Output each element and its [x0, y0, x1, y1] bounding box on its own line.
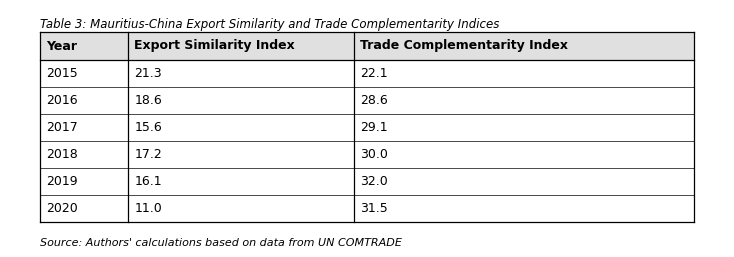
Bar [354, 195, 694, 222]
Text: 2015: 2015 [46, 67, 78, 80]
Bar [40, 60, 128, 87]
Bar [40, 141, 128, 168]
Text: 28.6: 28.6 [360, 94, 388, 107]
Bar [40, 195, 128, 222]
Text: 2018: 2018 [46, 148, 78, 161]
Text: 2017: 2017 [46, 121, 78, 134]
Text: 31.5: 31.5 [360, 202, 388, 215]
Bar [354, 141, 694, 168]
Text: 2016: 2016 [46, 94, 78, 107]
Text: 17.2: 17.2 [134, 148, 162, 161]
Text: Export Similarity Index: Export Similarity Index [134, 40, 295, 52]
Text: Table 3: Mauritius-China Export Similarity and Trade Complementarity Indices: Table 3: Mauritius-China Export Similari… [40, 18, 499, 31]
Bar [354, 60, 694, 87]
Text: 11.0: 11.0 [134, 202, 162, 215]
Text: 16.1: 16.1 [134, 175, 162, 188]
Bar [354, 114, 694, 141]
Bar [128, 141, 354, 168]
Text: Source: Authors' calculations based on data from UN COMTRADE: Source: Authors' calculations based on d… [40, 238, 402, 248]
Bar [128, 60, 354, 87]
Bar [128, 114, 354, 141]
Bar [40, 168, 128, 195]
Text: 21.3: 21.3 [134, 67, 162, 80]
Text: Trade Complementarity Index: Trade Complementarity Index [360, 40, 568, 52]
Text: 2020: 2020 [46, 202, 78, 215]
Bar [354, 87, 694, 114]
Bar [40, 32, 128, 60]
Bar [128, 195, 354, 222]
Text: 2019: 2019 [46, 175, 78, 188]
Bar [128, 87, 354, 114]
Text: 15.6: 15.6 [134, 121, 162, 134]
Text: 22.1: 22.1 [360, 67, 388, 80]
Text: 18.6: 18.6 [134, 94, 162, 107]
Text: Year: Year [46, 40, 77, 52]
Bar [40, 87, 128, 114]
Bar [128, 32, 354, 60]
Text: 32.0: 32.0 [360, 175, 388, 188]
Text: 29.1: 29.1 [360, 121, 388, 134]
Bar [354, 168, 694, 195]
Bar [354, 32, 694, 60]
Text: 30.0: 30.0 [360, 148, 388, 161]
Bar [40, 114, 128, 141]
Bar [128, 168, 354, 195]
